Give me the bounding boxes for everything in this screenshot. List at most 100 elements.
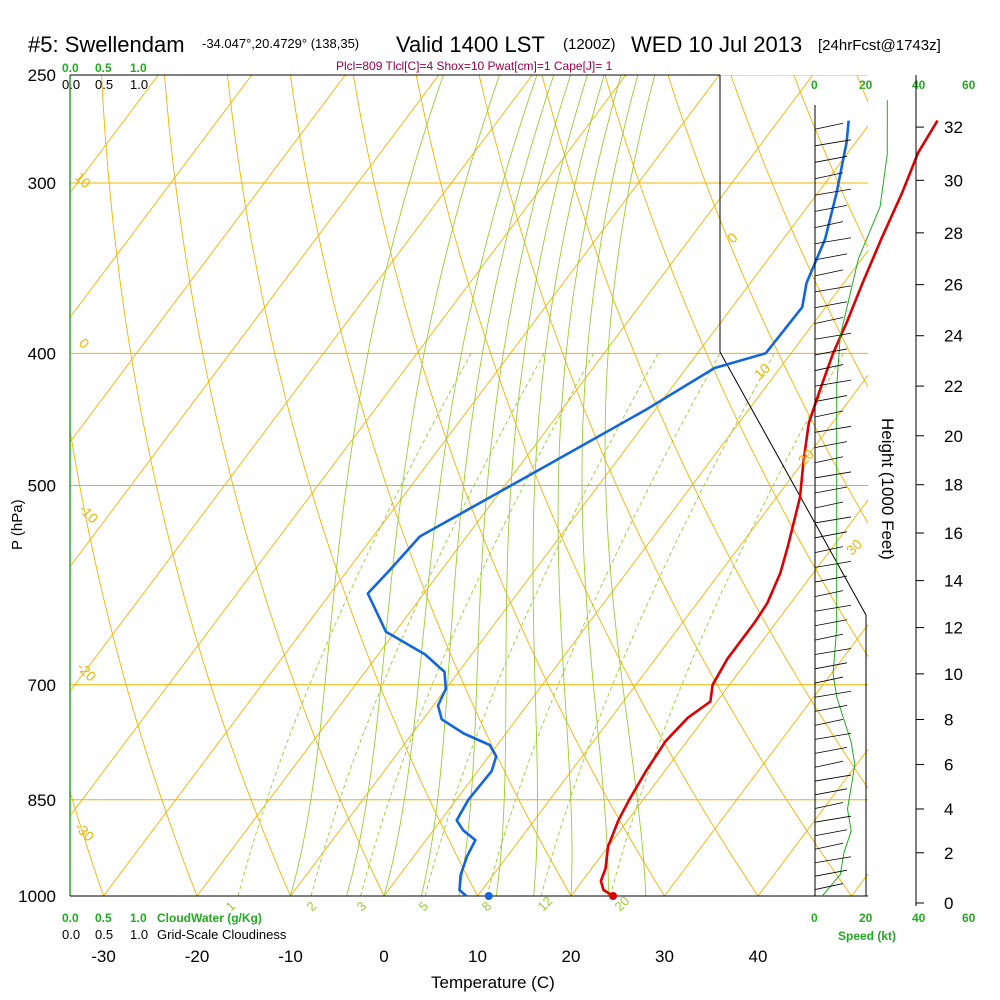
wind-barb-20 bbox=[814, 604, 852, 612]
dry-adiabat-50 bbox=[478, 75, 852, 896]
wind-barb-27 bbox=[814, 501, 844, 509]
mixing-ratio-line-3 bbox=[424, 353, 659, 896]
wind-barb-33 bbox=[814, 410, 844, 418]
height-tick-label-0: 0 bbox=[944, 894, 953, 913]
cloud-scale-top: 0.0 0.5 1.0 0.0 0.5 1.0 bbox=[62, 61, 148, 92]
height-tick-label-24: 24 bbox=[944, 327, 963, 346]
wind-barb-10 bbox=[814, 746, 848, 754]
wind-barb-0 bbox=[814, 883, 844, 890]
wind-barb-40 bbox=[814, 301, 848, 309]
dry-adiabat-20 bbox=[289, 75, 572, 896]
wind-barb-35 bbox=[814, 379, 852, 387]
moist-adiabat-6 bbox=[532, 75, 605, 896]
mixing-ratio-label-1: 2 bbox=[304, 898, 320, 914]
speed-scale-bottom: 0 20 40 60 Speed (kt) bbox=[811, 911, 976, 943]
forecast-info: [24hrFcst@1743z] bbox=[818, 37, 941, 54]
dry-adiabat-80 bbox=[667, 75, 868, 524]
wind-barb-31 bbox=[814, 441, 848, 448]
wind-barb-26 bbox=[814, 516, 852, 524]
cloud-scale-top-b1: 0.5 bbox=[95, 77, 113, 92]
isotherm-label-0: 0 bbox=[724, 229, 741, 246]
dry-adiabat-40 bbox=[415, 75, 759, 896]
mixing-ratio-line-0 bbox=[237, 353, 472, 896]
wind-barb-51 bbox=[814, 122, 844, 130]
moist-adiabat-3 bbox=[420, 75, 555, 896]
speed-tick-bottom-1: 20 bbox=[859, 911, 873, 925]
dry-adiabat-60 bbox=[541, 75, 868, 789]
mixing-ratio-label-4: 8 bbox=[479, 898, 495, 914]
wind-barb-21 bbox=[814, 590, 844, 598]
wind-barb-36 bbox=[814, 364, 844, 371]
cloudiness-label: Grid-Scale Cloudiness bbox=[157, 927, 287, 942]
wind-barb-8 bbox=[814, 774, 852, 782]
dry-adiabat-70 bbox=[604, 75, 868, 658]
cloud-scale-top-1: 0.5 bbox=[95, 61, 112, 75]
grid-layer bbox=[70, 75, 1000, 896]
height-tick-label-18: 18 bbox=[944, 476, 963, 495]
isotherm-label-2: 20 bbox=[795, 446, 817, 468]
height-tick-label-8: 8 bbox=[944, 711, 953, 730]
dry-adiabat-130 bbox=[983, 75, 1000, 896]
speed-scale-top: 0 20 40 60 bbox=[811, 78, 976, 92]
mixing-ratio-label-2: 3 bbox=[354, 898, 370, 914]
isotherm--80 bbox=[70, 75, 253, 319]
wind-barb-3 bbox=[814, 842, 844, 850]
wind-barb-6 bbox=[814, 802, 844, 809]
dry-adiabat-0 bbox=[164, 75, 385, 896]
wind-barb-12 bbox=[814, 719, 844, 726]
isotherm--40 bbox=[70, 75, 627, 817]
isotherm-label-3: 30 bbox=[843, 536, 865, 558]
height-tick-label-20: 20 bbox=[944, 427, 963, 446]
wind-barb-46 bbox=[814, 205, 848, 212]
speed-tick-top-0: 0 bbox=[811, 78, 818, 92]
wind-barb-11 bbox=[814, 733, 852, 740]
station-title: #5: Swellendam bbox=[28, 32, 185, 57]
height-tick-label-32: 32 bbox=[944, 118, 963, 137]
isotherm-label-7: -30 bbox=[72, 819, 98, 845]
dry-adiabat-30 bbox=[352, 75, 665, 896]
wind-speed-profile bbox=[821, 100, 888, 897]
p-tick-label-850: 850 bbox=[28, 791, 56, 810]
p-tick-label-250: 250 bbox=[28, 66, 56, 85]
isotherm--70 bbox=[70, 75, 346, 443]
wind-barb-39 bbox=[814, 317, 844, 324]
wind-barb-49 bbox=[814, 155, 848, 163]
height-tick-label-6: 6 bbox=[944, 756, 953, 775]
x-tick-label-30: 30 bbox=[655, 947, 674, 966]
moist-adiabat-9 bbox=[604, 75, 656, 896]
cloud-scale-top-2: 1.0 bbox=[130, 61, 147, 75]
isotherm--30 bbox=[103, 75, 720, 896]
height-tick-label-16: 16 bbox=[944, 524, 963, 543]
speed-tick-bottom-3: 60 bbox=[962, 911, 976, 925]
wind-barb-25 bbox=[814, 531, 848, 539]
wind-barb-42 bbox=[814, 269, 844, 277]
wind-barb-29 bbox=[814, 471, 852, 479]
mixing-ratio-line-4 bbox=[486, 353, 721, 896]
wind-barb-48 bbox=[814, 172, 844, 180]
speed-tick-top-2: 40 bbox=[912, 78, 926, 92]
x-tick-label--10: -10 bbox=[278, 947, 303, 966]
wind-barb-17 bbox=[814, 648, 852, 655]
isotherm--50 bbox=[70, 75, 533, 693]
wind-barb-30 bbox=[814, 456, 844, 464]
isotherm-0 bbox=[383, 249, 868, 896]
height-tick-label-2: 2 bbox=[944, 844, 953, 863]
speed-tick-bottom-2: 40 bbox=[912, 911, 926, 925]
wind-barb-38 bbox=[814, 332, 852, 340]
isotherm-label-1: 10 bbox=[751, 360, 773, 382]
p-tick-label-1000: 1000 bbox=[18, 887, 56, 906]
wind-barb-13 bbox=[814, 704, 848, 712]
moist-adiabat-7 bbox=[557, 75, 622, 896]
isotherm-label-5: -10 bbox=[76, 501, 102, 527]
surface-temp-marker bbox=[609, 892, 618, 900]
y2-axis-title: Height (1000 Feet) bbox=[878, 418, 897, 560]
speed-tick-bottom-0: 0 bbox=[811, 911, 818, 925]
isotherm-label-4: 0 bbox=[76, 335, 93, 352]
isotherm--10 bbox=[290, 125, 868, 896]
height-tick-label-30: 30 bbox=[944, 171, 963, 190]
wind-barb-1 bbox=[814, 869, 848, 877]
cloud-scale-bottom-b1: 0.5 bbox=[95, 927, 113, 942]
cloud-scale-bottom-b2: 1.0 bbox=[130, 927, 148, 942]
wind-barb-28 bbox=[814, 486, 848, 494]
cloud-scale-bottom-b0: 0.0 bbox=[62, 927, 80, 942]
